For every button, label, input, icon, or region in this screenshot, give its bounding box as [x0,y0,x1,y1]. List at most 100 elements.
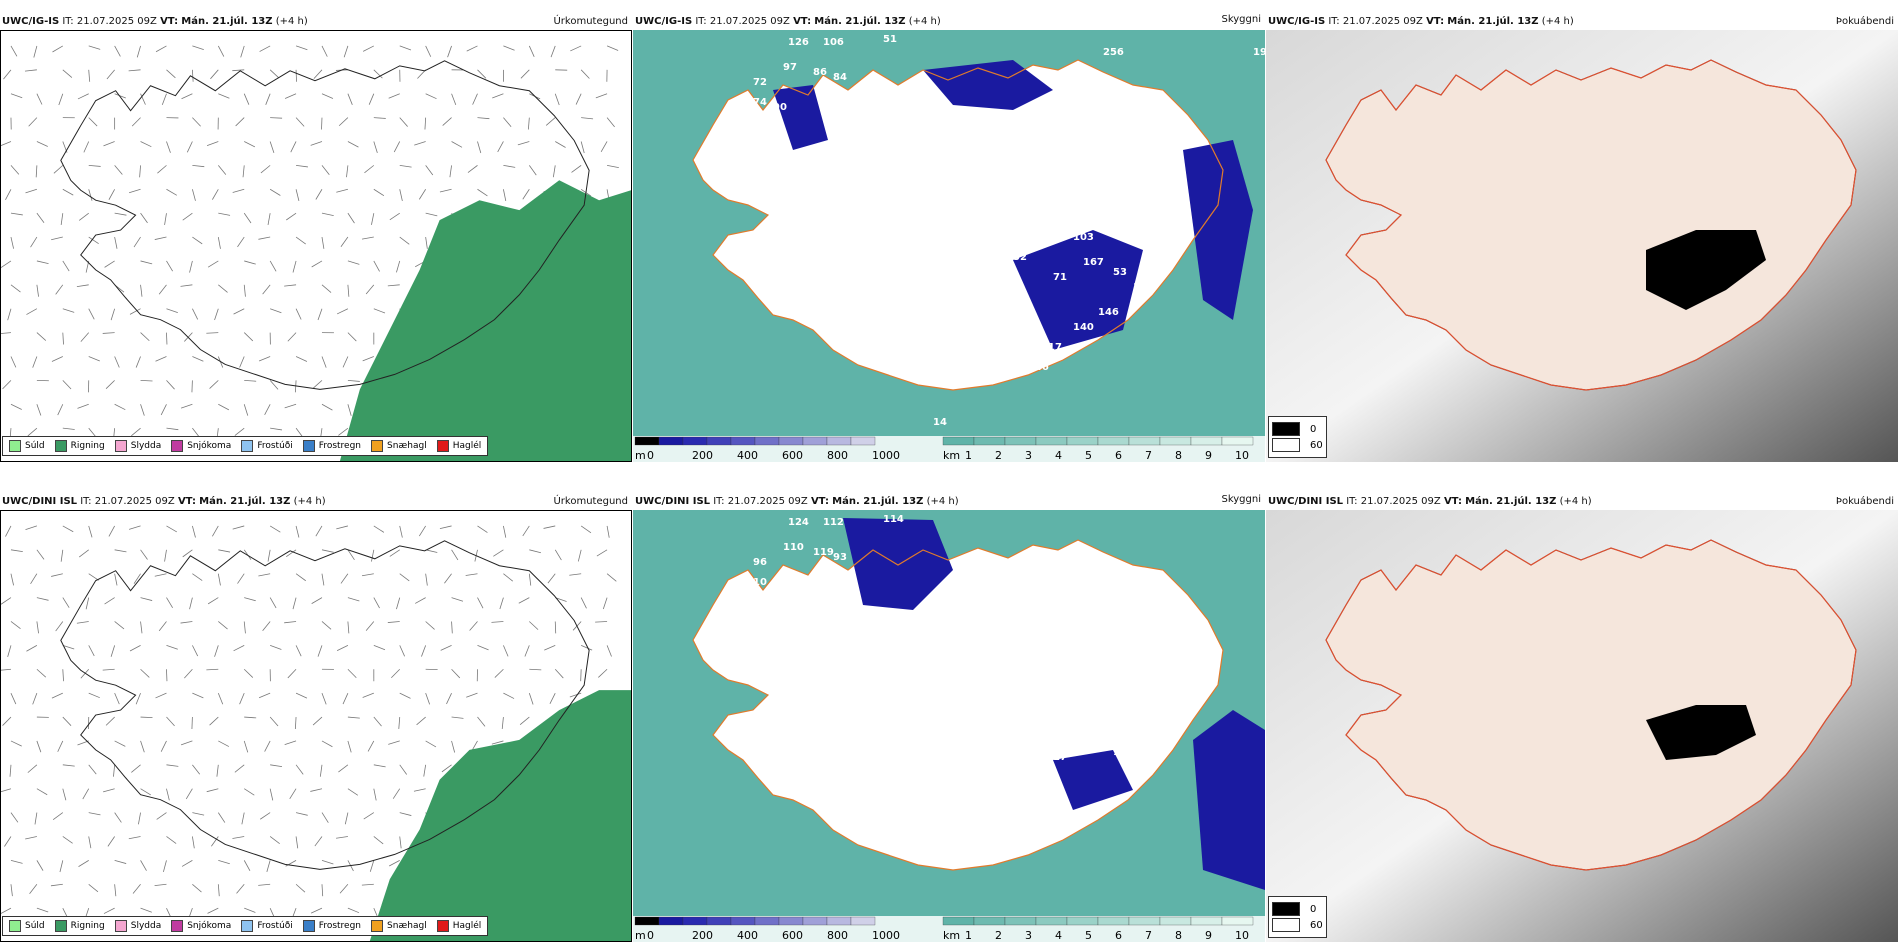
colorbar-swatch [730,916,756,926]
fog-legend-item: 60 [1272,438,1323,452]
legend-item: Frostregn [302,920,362,932]
visibility-value: 84 [833,72,847,83]
precip-panel-row2: UWC/DINI ISL IT: 21.07.2025 09Z VT: Mán.… [0,494,632,942]
colorbar-tick: 8 [1175,449,1182,462]
colorbar-swatch [706,916,732,926]
legend-label: Frostregn [318,921,362,931]
panel-title: Skyggni [1221,14,1261,25]
visibility-value: 108 [1083,162,1104,173]
visibility-value: 94 [1153,162,1167,173]
colorbar-tick: 7 [1145,449,1152,462]
fog-panel-row1: UWC/IG-IS IT: 21.07.2025 09Z VT: Mán. 21… [1266,14,1898,462]
legend-item: Slydda [114,920,162,932]
visibility-value: 118 [973,272,994,283]
legend-label: Slydda [130,921,162,931]
visibility-value: 84 [848,627,862,638]
legend-swatch [371,440,384,452]
panel-header: UWC/IG-IS IT: 21.07.2025 09Z VT: Mán. 21… [2,16,308,27]
legend-swatch [436,440,449,452]
colorbar-tick: 10 [1235,929,1249,942]
visibility-value: 110 [783,542,804,553]
visibility-value: 51 [883,34,897,45]
colorbar-swatch [826,436,852,446]
legend-swatch [302,920,315,932]
fog-legend-swatch [1272,918,1300,932]
legend-item: Haglél [436,440,481,452]
colorbar-swatch [1004,436,1037,446]
visibility-value: 10 [753,577,767,588]
visibility-value: 79 [1053,217,1067,228]
legend-swatch [241,920,254,932]
colorbar-tick: 3 [1025,449,1032,462]
colorbar-swatch [942,436,975,446]
low-visibility-area [843,518,953,610]
visibility-value: 72 [753,77,767,88]
panel-header: UWC/DINI ISL IT: 21.07.2025 09Z VT: Mán.… [635,496,959,507]
fog-legend: 0 60 [1268,416,1327,458]
colorbar-swatch [658,916,684,926]
panel-title: Úrkomutegund [553,16,628,27]
fog-legend-item: 0 [1272,422,1323,436]
visibility-value: 12 [1053,697,1067,708]
panel-header: UWC/DINI ISL IT: 21.07.2025 09Z VT: Mán.… [2,496,326,507]
visibility-value: 108 [1098,652,1119,663]
colorbar-swatch [850,916,876,926]
visibility-value: 138 [783,172,804,183]
low-visibility-area [773,85,828,150]
visibility-value: 51 [783,652,797,663]
visibility-value: 156 [1133,282,1154,293]
visibility-labels: 126 106 51 97 86 84 72 74 90 52 56 138 163 108 73 84 56 1… [753,34,1265,428]
fog-legend-label: 60 [1310,919,1323,931]
colorbar-tick: 1 [965,929,972,942]
colorbar-swatch [826,916,852,926]
panel-title: Þokuábendi [1835,16,1894,27]
fog-legend: 0 60 [1268,896,1327,938]
colorbar-tick: 10 [1235,449,1249,462]
legend-label: Snæhagl [387,441,427,451]
legend-label: Súld [25,441,45,451]
legend-swatch [9,920,21,932]
visibility-value: 124 [788,517,809,528]
legend-swatch [171,920,184,932]
visibility-value: 25 [1083,737,1097,748]
panel-title: Þokuábendi [1835,496,1894,507]
colorbar-swatch [634,916,660,926]
colorbar-swatch [1128,916,1161,926]
legend-item: Snjókoma [171,440,231,452]
legend-item: Rigning [54,920,105,932]
legend-swatch [54,440,67,452]
visibility-value: 52 [803,152,817,163]
legend-swatch [241,440,254,452]
visibility-value: 73 [1063,157,1077,168]
colorbar-unit: m [635,449,646,462]
legend-label: Snæhagl [387,921,427,931]
visibility-value: 17 [1053,752,1067,763]
fog-legend-swatch [1272,422,1300,436]
legend-item: Frostúði [241,440,293,452]
visibility-value: 119 [813,547,834,558]
legend-item: Súld [9,920,45,932]
legend-swatch [436,920,449,932]
legend-swatch [9,440,21,452]
colorbar-swatch [973,916,1006,926]
legend-label: Frostúði [257,921,293,931]
colorbar-swatch [658,436,684,446]
visibility-value: 106 [823,37,844,48]
visibility-value: 146 [1098,307,1119,318]
visibility-map: 124 112 114 110 119 93 96 10 66 86 84 51 94 154 212 260… [633,510,1265,942]
visibility-value: 93 [833,552,847,563]
low-visibility-area [1053,750,1133,810]
low-visibility-area [923,60,1053,110]
colorbar-swatch [1066,436,1099,446]
panel-title: Skyggni [1221,494,1261,505]
visibility-value: 56 [1073,182,1087,193]
visibility-value: 359 [1073,662,1094,673]
legend-swatch [54,920,67,932]
visibility-value: 112 [823,517,844,528]
legend-label: Rigning [70,921,105,931]
visibility-value: 114 [883,514,904,525]
visibility-value: 212 [1063,637,1084,648]
colorbar-tick: 0 [647,449,654,462]
legend-swatch [171,440,184,452]
